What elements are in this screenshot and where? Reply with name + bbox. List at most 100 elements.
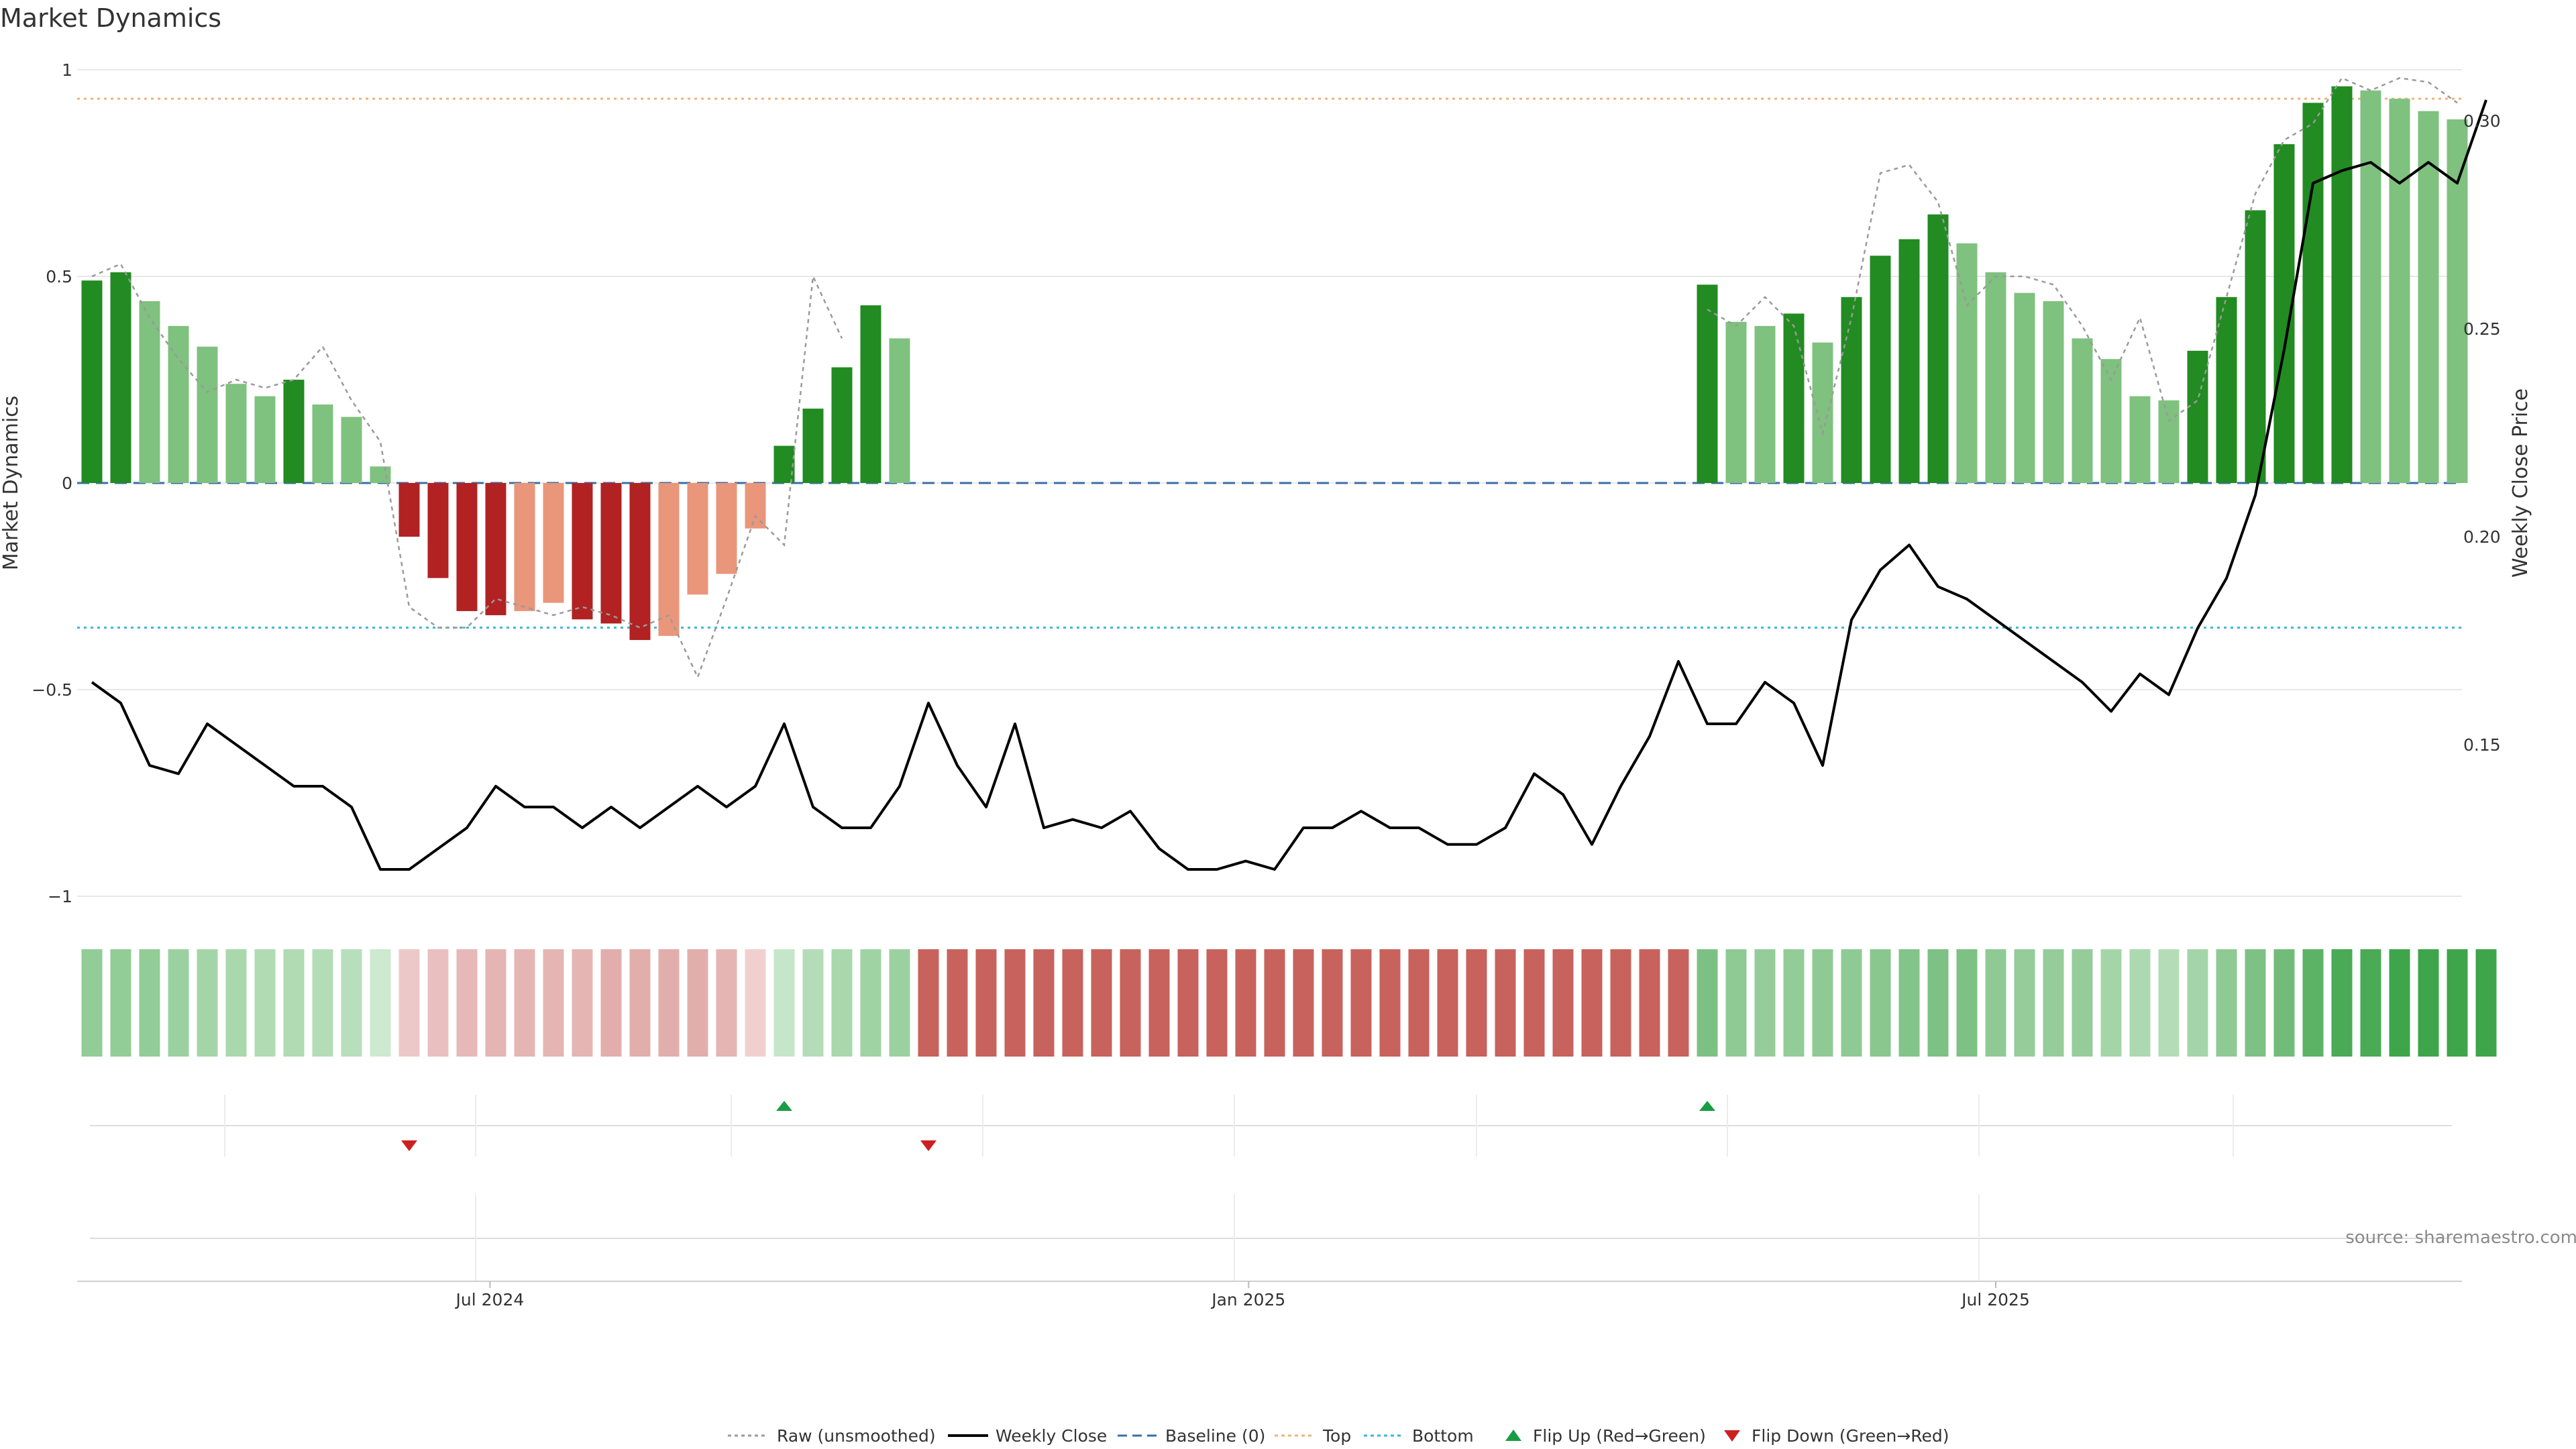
y-axis-right-title: Weekly Close Price [2509,388,2532,578]
regime-cell-19 [629,949,651,1057]
flip-up-marker-1 [1699,1101,1715,1111]
source-note: source: sharemaestro.com [2345,1228,2576,1248]
regime-cell-31 [975,949,997,1057]
regime-cell-24 [773,949,795,1057]
regime-cell-2 [139,949,160,1057]
regime-cell-51 [1552,949,1574,1057]
regime-cell-11 [398,949,420,1057]
momentum-bar-74 [2216,297,2237,483]
momentum-bar-19 [629,483,651,641]
regime-cell-48 [1466,949,1487,1057]
legend-label-0: Raw (unsmoothed) [777,1426,936,1446]
regime-cell-66 [1985,949,2006,1057]
momentum-bar-25 [802,409,824,483]
regime-cell-83 [2475,949,2497,1057]
regime-cell-15 [514,949,535,1057]
y-tick-label-2: 0 [62,474,72,493]
momentum-bar-62 [1870,256,1891,483]
regime-cell-47 [1437,949,1458,1057]
momentum-bar-8 [312,404,333,483]
regime-cell-75 [2245,949,2266,1057]
legend-label-3: Top [1322,1426,1351,1446]
regime-cell-74 [2216,949,2237,1057]
regime-cell-71 [2129,949,2151,1057]
momentum-bar-61 [1841,297,1862,483]
regime-cell-6 [254,949,276,1057]
regime-cell-52 [1581,949,1603,1057]
regime-cell-42 [1293,949,1314,1057]
regime-cell-58 [1754,949,1776,1057]
momentum-bar-6 [254,396,276,483]
regime-cell-34 [1062,949,1083,1057]
x-axis-ticks: Jul 2024 Jan 2025 Jul 2025 [455,1281,2030,1309]
regime-cell-76 [2273,949,2295,1057]
momentum-bar-11 [398,483,420,537]
raw-series [91,76,2458,680]
momentum-bar-68 [2043,301,2064,483]
momentum-bar-59 [1783,313,1805,483]
legend: Raw (unsmoothed) Weekly Close Baseline (0)… [728,1426,1949,1446]
regime-cell-62 [1870,949,1891,1057]
y-right-tick-label-3: 0.15 [2463,735,2501,755]
y-axis-right-ticks: 0.30 0.25 0.20 0.15 [2463,111,2501,755]
momentum-bar-5 [225,384,247,483]
regime-cell-36 [1120,949,1141,1057]
y-tick-label-1: 0.5 [46,267,72,286]
legend-swatch-5 [1505,1430,1521,1441]
regime-cell-22 [716,949,737,1057]
momentum-bar-22 [716,483,737,574]
regime-cell-53 [1610,949,1631,1057]
regime-cell-16 [543,949,564,1057]
x-tick-label-2: Jul 2025 [1960,1290,2030,1309]
regime-cell-68 [2043,949,2064,1057]
momentum-bar-73 [2187,350,2208,483]
momentum-bar-65 [1956,243,1978,483]
momentum-bar-67 [2014,292,2035,483]
momentum-bar-64 [1927,214,1949,483]
regime-cell-54 [1639,949,1660,1057]
flip-down-marker-2 [401,1140,417,1151]
regime-cell-37 [1148,949,1170,1057]
y-right-tick-label-2: 0.20 [2463,527,2501,547]
momentum-bar-3 [168,325,189,483]
regime-cell-41 [1264,949,1285,1057]
regime-cell-77 [2302,949,2324,1057]
momentum-bar-13 [456,483,478,611]
y-axis-ticks: 1 0.5 0 −0.5 −1 [32,60,72,906]
momentum-bar-4 [197,346,218,483]
regime-cell-21 [687,949,708,1057]
regime-cell-73 [2187,949,2208,1057]
regime-strip [81,949,2497,1057]
regime-cell-29 [918,949,939,1057]
regime-cell-70 [2100,949,2122,1057]
regime-cell-0 [81,949,103,1057]
regime-cell-27 [860,949,881,1057]
weekly-close-series [91,99,2487,871]
flip-panel [90,1095,2452,1157]
regime-cell-61 [1841,949,1862,1057]
momentum-bar-75 [2245,210,2266,483]
momentum-bar-78 [2331,86,2353,483]
momentum-bar-10 [370,466,391,483]
y-tick-label-0: 1 [62,60,72,80]
momentum-bar-79 [2360,90,2381,484]
legend-label-4: Bottom [1412,1426,1474,1446]
legend-label-2: Baseline (0) [1165,1426,1265,1446]
momentum-bar-26 [831,367,853,483]
y-tick-label-3: −0.5 [32,680,72,700]
regime-cell-28 [889,949,910,1057]
regime-cell-69 [2072,949,2093,1057]
regime-cell-43 [1322,949,1343,1057]
regime-cell-35 [1091,949,1112,1057]
regime-cell-1 [110,949,131,1057]
regime-cell-82 [2447,949,2468,1057]
regime-cell-49 [1495,949,1516,1057]
regime-cell-25 [802,949,824,1057]
momentum-bar-7 [283,380,305,483]
regime-cell-67 [2014,949,2035,1057]
x-tick-label-0: Jul 2024 [455,1290,525,1309]
momentum-bar-66 [1985,272,2006,483]
regime-cell-9 [341,949,362,1057]
regime-cell-59 [1783,949,1805,1057]
